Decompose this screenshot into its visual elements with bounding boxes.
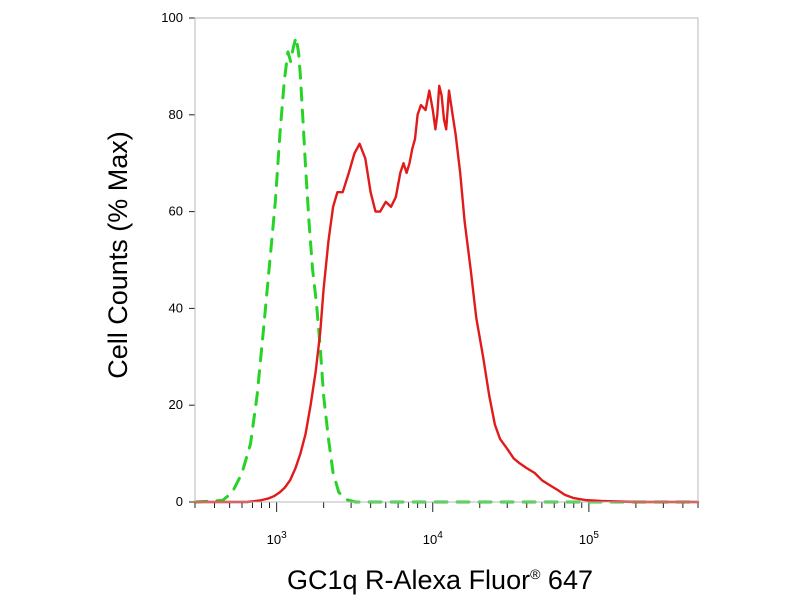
x-tick-label: 105 [579, 530, 599, 547]
y-tick-label: 40 [169, 300, 183, 315]
y-tick-label: 80 [169, 107, 183, 122]
x-tick-label: 104 [423, 530, 443, 547]
y-tick-label: 0 [176, 494, 183, 509]
x-tick-label: 103 [267, 530, 287, 547]
y-tick-label: 20 [169, 397, 183, 412]
sample-series-line [193, 84, 700, 504]
control-series-line [193, 35, 700, 504]
y-tick-label: 100 [161, 10, 183, 25]
x-axis-label-registered-mark: ® [530, 566, 541, 582]
y-axis-ticks: 0 20 40 60 80 100 [161, 10, 195, 509]
x-axis-label: GC1q R-Alexa Fluor® 647 [287, 565, 593, 595]
series-lines [193, 35, 700, 504]
plot-frame [194, 17, 699, 503]
y-axis-label: Cell Counts (% Max) [103, 131, 133, 379]
x-axis-label-suffix: 647 [540, 565, 593, 595]
y-tick-label: 60 [169, 204, 183, 219]
x-axis-label-main: GC1q R-Alexa Fluor [287, 565, 530, 595]
x-axis-ticks: 103 104 105 [194, 502, 699, 547]
